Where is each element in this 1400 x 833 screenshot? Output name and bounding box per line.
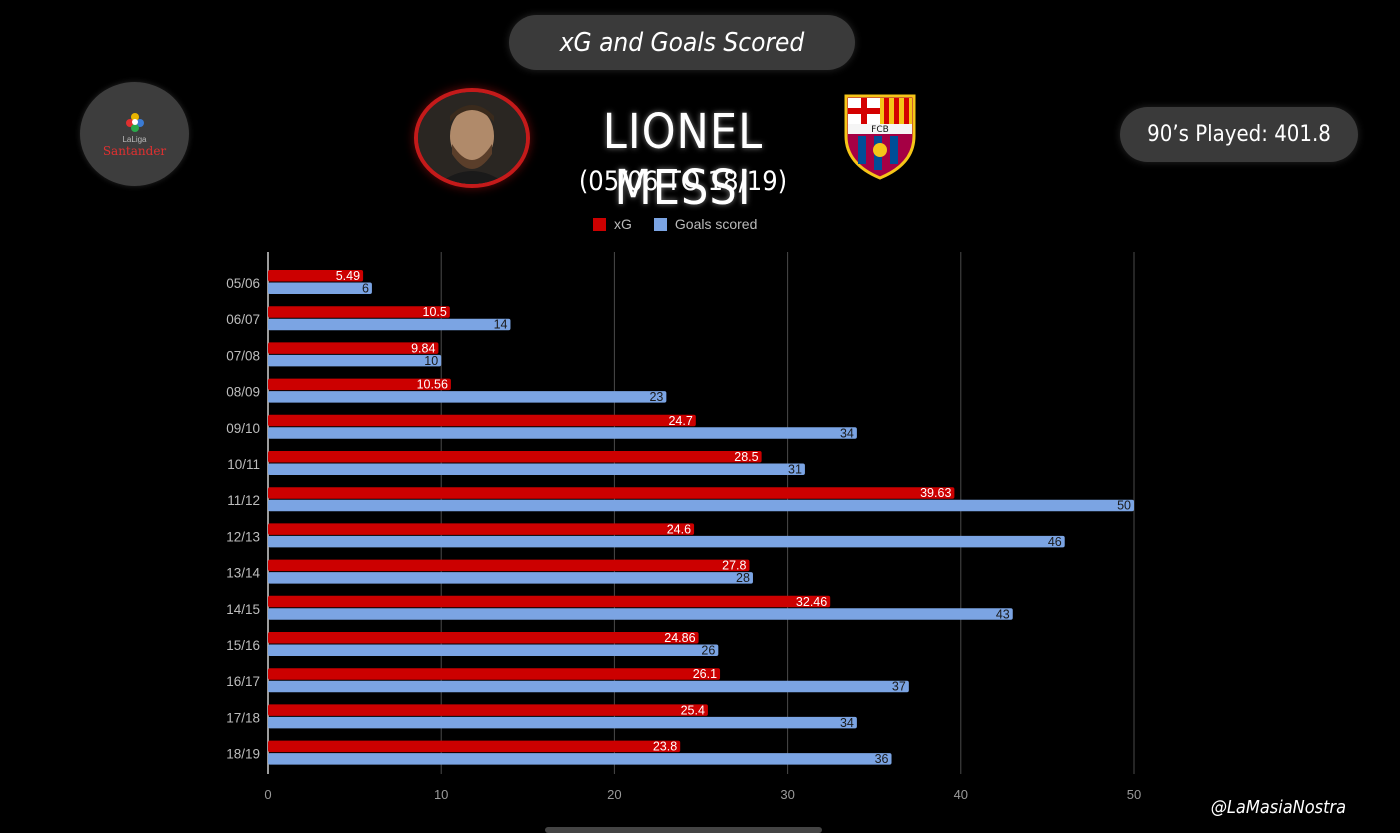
legend-label-goals: Goals scored: [674, 216, 758, 232]
player-name: LIONEL MESSI: [602, 104, 764, 216]
xg-bar: [268, 378, 451, 391]
laliga-icon: [125, 112, 144, 132]
xg-data-label: 25.4: [681, 703, 705, 717]
goals-bar: [268, 427, 857, 439]
player-silhouette-icon: [418, 92, 526, 184]
y-tick-label: 05/06: [226, 276, 260, 291]
xg-bar: [268, 451, 762, 463]
goals-data-label: 50: [1117, 499, 1131, 513]
laliga-logo: LaLiga Santander: [80, 82, 189, 186]
y-tick-label: 17/18: [226, 710, 260, 725]
x-tick-label: 50: [1127, 787, 1141, 802]
scroll-indicator[interactable]: [545, 827, 822, 833]
y-tick-label: 18/19: [226, 747, 260, 762]
xg-data-label: 27.8: [722, 559, 746, 573]
xg-bar: [268, 632, 699, 644]
xg-data-label: 24.6: [667, 522, 691, 536]
goals-data-label: 43: [996, 607, 1010, 621]
crest-initials: FCB: [871, 125, 889, 135]
xg-data-label: 9.84: [411, 341, 435, 355]
xg-data-label: 10.5: [423, 305, 447, 319]
chart-legend: xG Goals scored: [593, 216, 779, 232]
player-avatar: [414, 88, 530, 188]
y-tick-label: 16/17: [226, 674, 260, 689]
xg-data-label: 32.46: [796, 595, 827, 609]
goals-bar: [268, 354, 442, 367]
xg-bar: [268, 595, 831, 608]
y-tick-label: 11/12: [227, 493, 260, 508]
goals-data-label: 14: [494, 318, 508, 332]
credit-handle: @LaMasiaNostra: [1210, 797, 1346, 818]
goals-bar: [268, 499, 1134, 512]
y-tick-label: 10/11: [227, 457, 260, 472]
xg-data-label: 28.5: [734, 450, 758, 464]
x-tick-label: 40: [954, 787, 968, 802]
legend-swatch-xg: [593, 217, 606, 231]
goals-bar: [268, 282, 372, 294]
y-tick-label: 07/08: [226, 348, 260, 363]
xg-bar: [268, 668, 721, 680]
xg-bar: [268, 523, 695, 535]
season-range: (05/06 TO 18/19): [578, 166, 788, 197]
xg-data-label: 24.86: [664, 631, 695, 645]
xg-data-label: 24.7: [668, 414, 692, 428]
goals-bar: [268, 391, 667, 403]
legend-item-goals: Goals scored: [653, 216, 758, 232]
sponsor-text: Santander: [102, 143, 167, 158]
legend-item-xg: xG: [593, 216, 632, 232]
goals-data-label: 10: [424, 354, 438, 368]
y-tick-label: 08/09: [226, 385, 260, 400]
xg-data-label: 23.8: [653, 740, 677, 754]
goals-data-label: 31: [788, 463, 802, 477]
xg-data-label: 26.1: [693, 667, 717, 681]
goals-bar: [268, 644, 719, 656]
xg-bar: [268, 342, 439, 354]
goals-bar: [268, 608, 1013, 620]
fcb-crest-icon: FCB: [844, 94, 916, 180]
goals-bar: [268, 318, 511, 331]
goals-bar: [268, 463, 805, 475]
y-tick-label: 09/10: [226, 421, 260, 436]
xg-bar: [268, 306, 450, 318]
laliga-text: LaLiga: [122, 134, 147, 144]
x-tick-label: 20: [607, 787, 621, 802]
goals-data-label: 6: [362, 282, 369, 296]
x-tick-label: 0: [264, 787, 271, 802]
goals-data-label: 26: [701, 644, 715, 658]
legend-swatch-goals: [653, 217, 667, 231]
y-tick-label: 15/16: [226, 638, 260, 653]
y-tick-label: 12/13: [226, 529, 260, 544]
xg-bar: [268, 414, 696, 427]
xg-data-label: 10.56: [417, 378, 448, 392]
xg-bar: [268, 270, 364, 282]
goals-bar: [268, 753, 892, 765]
xg-data-label: 39.63: [920, 486, 951, 500]
nineties-played-badge: 90’s Played: 401.8: [1120, 107, 1358, 162]
xg-bar: [268, 740, 681, 753]
goals-data-label: 37: [892, 680, 906, 694]
y-tick-label: 14/15: [226, 602, 260, 617]
x-tick-label: 30: [780, 787, 794, 802]
goals-data-label: 46: [1048, 535, 1062, 549]
legend-label-xg: xG: [614, 216, 632, 232]
goals-bar: [268, 680, 909, 693]
x-tick-label: 10: [434, 787, 448, 802]
goals-data-label: 36: [875, 752, 889, 766]
xg-data-label: 5.49: [336, 269, 360, 283]
goals-data-label: 34: [840, 426, 854, 440]
y-tick-label: 13/14: [226, 566, 260, 581]
y-tick-label: 06/07: [226, 312, 260, 327]
goals-data-label: 28: [736, 571, 750, 585]
xg-bar: [268, 704, 708, 716]
goals-data-label: 23: [649, 390, 663, 404]
goals-bar: [268, 572, 753, 584]
chart-title: xG and Goals Scored: [509, 15, 855, 70]
goals-data-label: 34: [840, 716, 854, 730]
goals-bar: [268, 716, 857, 729]
xg-bar: [268, 559, 750, 572]
goals-bar: [268, 535, 1065, 548]
xg-bar: [268, 487, 955, 499]
